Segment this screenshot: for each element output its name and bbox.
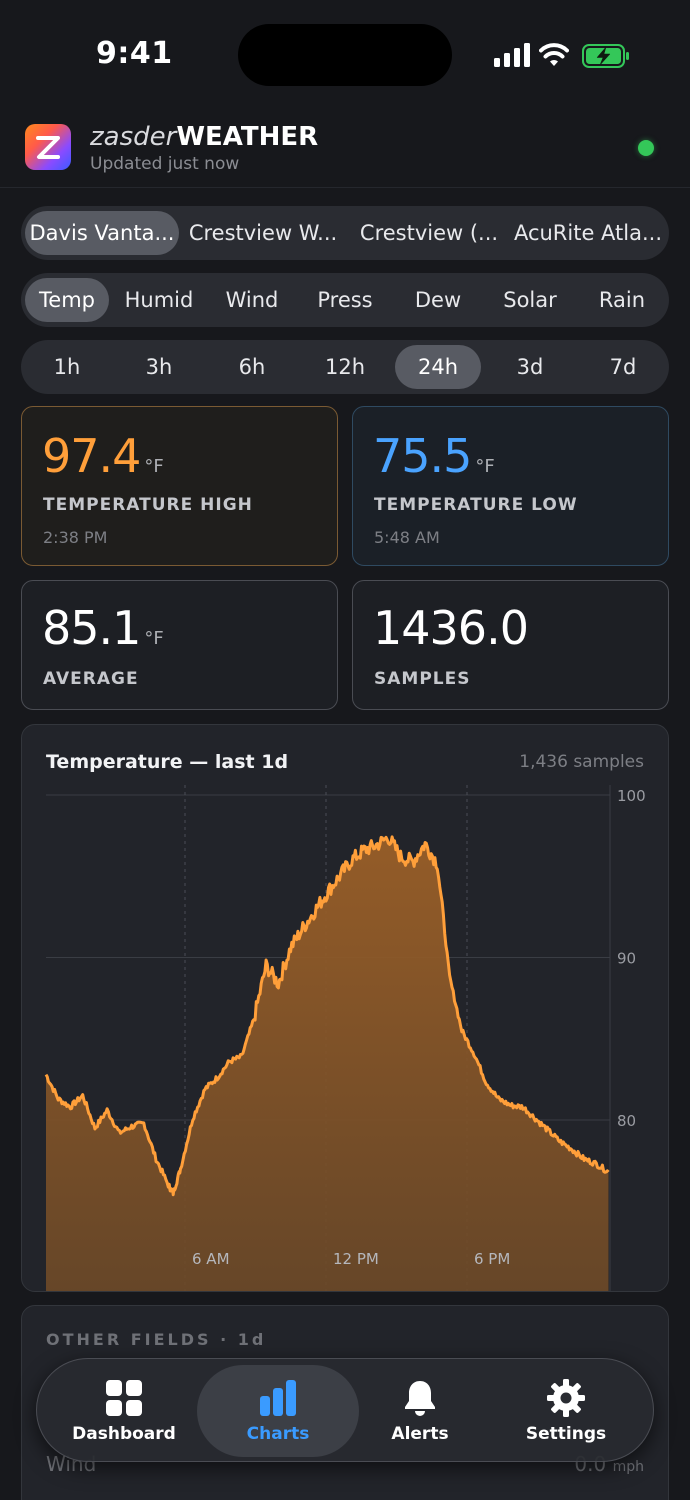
x-tick-label: 6 AM <box>192 1250 230 1268</box>
range-tab-3d[interactable]: 3d <box>516 355 544 379</box>
x-tick-label: 6 PM <box>474 1250 510 1268</box>
range-tab-3h[interactable]: 3h <box>145 355 173 379</box>
field-tab-rain[interactable]: Rain <box>598 288 646 312</box>
tab-settings[interactable]: Settings <box>491 1365 641 1457</box>
y-tick-label: 90 <box>617 950 636 968</box>
field-tab-humid[interactable]: Humid <box>124 288 194 312</box>
samples-label: SAMPLES <box>374 669 471 689</box>
high-value: 97.4 <box>42 429 141 483</box>
tab-charts-label: Charts <box>246 1424 310 1444</box>
y-tick-label: 100 <box>617 787 646 805</box>
chart-sample-count: 1,436 samples <box>519 752 644 772</box>
tab-settings-label: Settings <box>525 1424 607 1444</box>
x-axis-labels: 6 AM 12 PM 6 PM <box>192 1250 510 1268</box>
station-selector: Davis Vanta... Crestview W... Crestview … <box>21 206 669 260</box>
bar-chart-icon <box>260 1380 296 1416</box>
samples-card: 1436.0 SAMPLES <box>352 580 669 710</box>
avg-label: AVERAGE <box>43 669 139 689</box>
temperature-chart-card: Temperature — last 1d 1,436 samples 100 9… <box>21 724 669 1292</box>
range-tab-6h[interactable]: 6h <box>238 355 266 379</box>
tab-alerts-label: Alerts <box>391 1424 449 1444</box>
low-label: TEMPERATURE LOW <box>374 495 578 515</box>
x-tick-label: 12 PM <box>333 1250 379 1268</box>
station-tab-2[interactable]: Crestview W... <box>188 221 338 245</box>
station-tab-4[interactable]: AcuRite Atla... <box>513 221 663 245</box>
avg-value: 85.1 <box>42 601 141 655</box>
dynamic-island <box>238 24 452 86</box>
avg-value-row: 85.1 °F <box>42 601 164 655</box>
tab-charts[interactable]: Charts <box>197 1365 359 1457</box>
field-tab-temp[interactable]: Temp <box>25 278 109 322</box>
bell-icon <box>405 1381 435 1416</box>
field-selector: Temp Humid Wind Press Dew Solar Rain <box>21 273 669 327</box>
gear-icon <box>547 1379 585 1417</box>
updated-status: Updated just now <box>90 154 240 174</box>
range-tab-7d[interactable]: 7d <box>609 355 637 379</box>
field-tab-dew[interactable]: Dew <box>414 288 462 312</box>
dashboard-grid-icon <box>106 1380 142 1416</box>
low-time: 5:48 AM <box>374 528 440 547</box>
status-time: 9:41 <box>96 36 173 71</box>
temperature-area <box>46 836 609 1291</box>
high-value-row: 97.4 °F <box>42 429 164 483</box>
status-bar: 9:41 <box>0 0 690 110</box>
bottom-tab-bar: Dashboard Charts Alerts <box>36 1358 654 1462</box>
samples-value: 1436.0 <box>373 601 529 655</box>
high-time: 2:38 PM <box>43 528 108 547</box>
wind-field-unit: mph <box>612 1459 644 1475</box>
low-value-row: 75.5 °F <box>373 429 495 483</box>
range-tab-12h[interactable]: 12h <box>324 355 366 379</box>
temperature-high-card: 97.4 °F TEMPERATURE HIGH 2:38 PM <box>21 406 338 566</box>
cellular-signal-icon <box>494 43 530 67</box>
temperature-low-card: 75.5 °F TEMPERATURE LOW 5:48 AM <box>352 406 669 566</box>
app-logo <box>25 124 71 170</box>
average-card: 85.1 °F AVERAGE <box>21 580 338 710</box>
other-fields-title: OTHER FIELDS · 1d <box>46 1330 267 1349</box>
brand-name: zasderWEATHER <box>90 122 318 152</box>
high-unit: °F <box>144 456 164 477</box>
range-tab-24h[interactable]: 24h <box>395 345 481 389</box>
low-value: 75.5 <box>373 429 472 483</box>
y-tick-label: 80 <box>617 1112 636 1130</box>
connection-status-dot <box>638 140 654 156</box>
brand-name-light: zasder <box>90 122 177 152</box>
tab-alerts[interactable]: Alerts <box>345 1365 495 1457</box>
tab-dashboard[interactable]: Dashboard <box>49 1365 199 1457</box>
chart-title: Temperature — last 1d <box>46 751 289 773</box>
station-tab-3[interactable]: Crestview (... <box>359 221 499 245</box>
wifi-icon <box>539 43 569 66</box>
high-label: TEMPERATURE HIGH <box>43 495 253 515</box>
battery-charging-icon <box>582 44 629 68</box>
temperature-area-chart[interactable]: 100 90 80 6 AM 12 PM 6 PM <box>22 725 669 1292</box>
app-header: zasderWEATHER Updated just now <box>0 110 690 188</box>
range-selector: 1h 3h 6h 12h 24h 3d 7d <box>21 340 669 394</box>
tab-dashboard-label: Dashboard <box>72 1424 176 1444</box>
low-unit: °F <box>475 456 495 477</box>
field-tab-wind[interactable]: Wind <box>225 288 279 312</box>
station-tab-1[interactable]: Davis Vanta... <box>25 211 179 255</box>
avg-unit: °F <box>144 628 164 649</box>
logo-z-icon <box>36 136 60 159</box>
field-tab-press[interactable]: Press <box>317 288 373 312</box>
range-tab-1h[interactable]: 1h <box>53 355 81 379</box>
field-tab-solar[interactable]: Solar <box>503 288 557 312</box>
brand-name-bold: WEATHER <box>176 122 319 152</box>
temperature-line <box>44 835 610 1197</box>
y-axis-labels: 100 90 80 <box>617 787 646 1130</box>
